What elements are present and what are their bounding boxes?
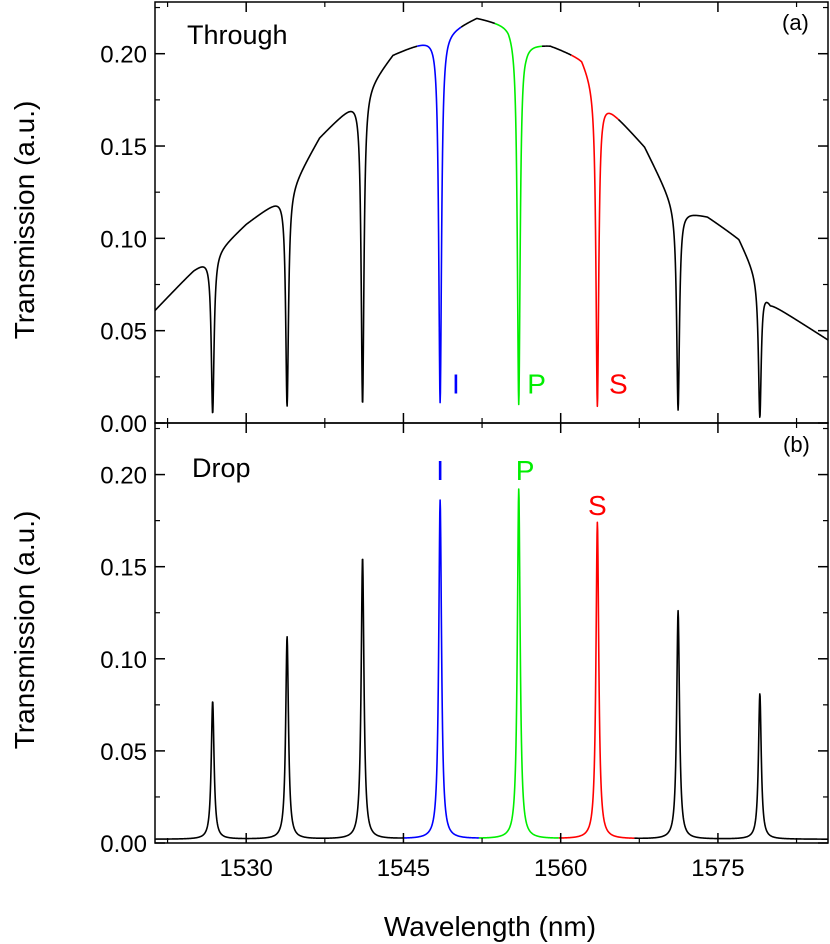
through-label-s: S: [609, 368, 628, 399]
drop-y-tick-label: 0.05: [100, 739, 147, 766]
through-trace-segment: [460, 17, 496, 28]
drop-y-tick-label: 0.15: [100, 555, 147, 582]
through-y-tick-label: 0.15: [100, 134, 147, 161]
drop-trace-segment: [403, 499, 480, 839]
drop-y-tick-labels: 0.00 0.05 0.10 0.15 0.20: [100, 463, 147, 858]
through-trace-group: [154, 17, 829, 418]
drop-trace-segment: [478, 488, 560, 839]
through-trace-segment: [570, 54, 620, 408]
drop-y-tick-label: 0.00: [100, 831, 147, 858]
through-trace-segment: [416, 26, 462, 404]
through-trace-segment: [494, 22, 543, 406]
x-tick-label: 1545: [377, 855, 430, 882]
through-y-axis-label: Transmission (a.u.): [9, 101, 40, 340]
through-trace-segment: [617, 118, 829, 418]
x-tick-label: 1575: [691, 855, 744, 882]
drop-trace-segment: [154, 558, 405, 840]
through-label-p: P: [527, 368, 546, 399]
x-tick-label: 1530: [220, 855, 273, 882]
drop-y-tick-label: 0.10: [100, 647, 147, 674]
through-y-tick-label: 0.05: [100, 319, 147, 346]
drop-peak-labels: I P S: [436, 455, 606, 521]
drop-trace-group: [154, 488, 829, 840]
x-axis-label: Wavelength (nm): [384, 911, 596, 942]
drop-trace-segment: [633, 609, 829, 840]
x-tick-label: 1560: [534, 855, 587, 882]
drop-trace-segment: [558, 521, 635, 839]
through-y-tick-labels: 0.00 0.05 0.10 0.15 0.20: [100, 42, 147, 438]
through-axis-ticks: [155, 2, 828, 424]
drop-panel: 0.00 0.05 0.10 0.15 0.20 I P S Drop (b) Transm…: [9, 422, 829, 858]
through-trace-segment: [154, 45, 418, 414]
drop-axis-ticks: [155, 423, 828, 844]
through-trace-segment: [541, 45, 572, 56]
drop-panel-title: Drop: [192, 453, 251, 483]
x-tick-labels: 1530 1545 1560 1575: [220, 855, 745, 882]
through-y-tick-label: 0.10: [100, 226, 147, 253]
through-panel-title: Through: [187, 20, 288, 50]
through-label-i: I: [452, 368, 460, 399]
panel-tag-b: (b): [783, 432, 810, 457]
drop-y-axis-label: Transmission (a.u.): [9, 511, 40, 750]
drop-y-tick-label: 0.20: [100, 463, 147, 490]
drop-label-p: P: [516, 455, 535, 486]
drop-label-i: I: [436, 455, 444, 486]
through-y-tick-label: 0.00: [100, 411, 147, 438]
through-y-tick-label: 0.20: [100, 42, 147, 69]
through-plot-frame: [154, 1, 829, 424]
panel-tag-a: (a): [782, 10, 809, 35]
drop-plot-frame: [154, 422, 829, 844]
through-panel: 0.00 0.05 0.10 0.15 0.20 I P S Through (a) Tra…: [9, 1, 829, 438]
drop-label-s: S: [588, 490, 607, 521]
